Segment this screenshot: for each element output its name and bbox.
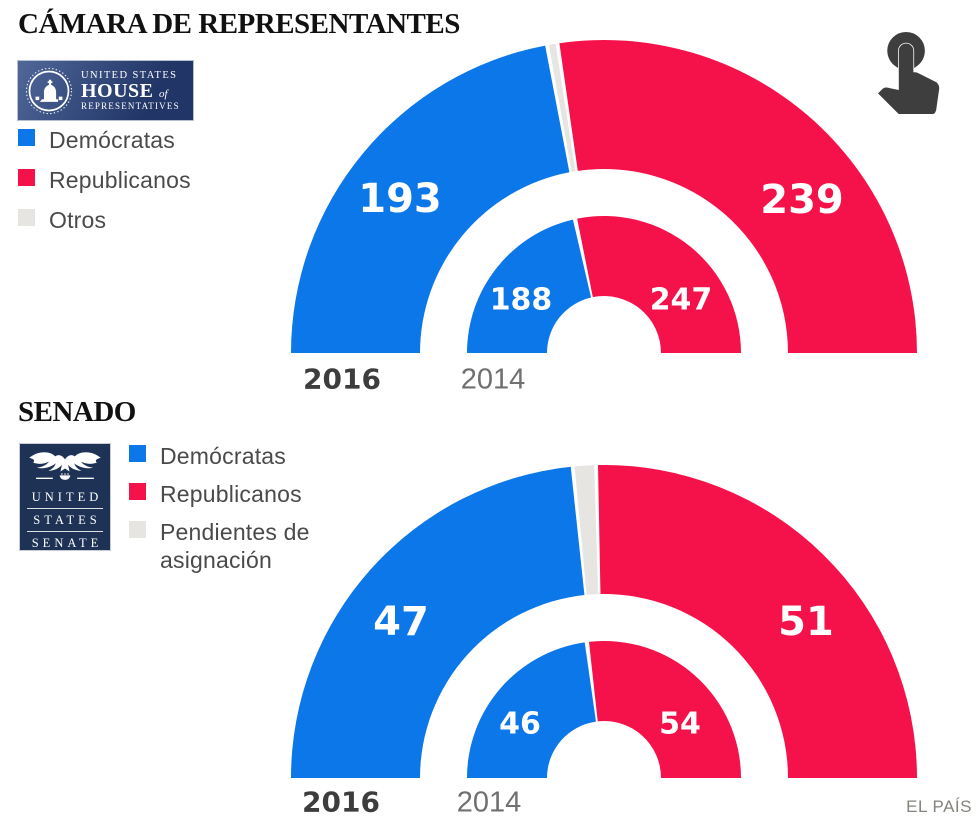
- senate-2014-democrats-count: 46: [499, 706, 541, 742]
- legend-item-republicans: Republicanos: [129, 480, 338, 508]
- capitol-dome-icon: [25, 67, 73, 114]
- house-of-representatives-logo: UNITED STATES HOUSE of REPRESENTATIVES: [17, 60, 194, 121]
- senate-year-2016-label: 2016: [302, 785, 380, 819]
- senate-2014-democrats-arc[interactable]: [467, 642, 596, 778]
- house-2014-republicans-arc[interactable]: [577, 216, 741, 353]
- senate-chart: [291, 465, 917, 778]
- house-year-2014-label: 2014: [460, 363, 526, 396]
- legend-item-democrats: Demócratas: [129, 442, 338, 470]
- democrats-swatch: [18, 129, 35, 146]
- democrats-swatch: [129, 445, 146, 462]
- senate-2016-democrats-count: 47: [373, 599, 429, 645]
- republicans-swatch: [129, 483, 146, 500]
- house-2016-republicans-count: 239: [760, 177, 844, 223]
- senate-legend: Demócratas Republicanos Pendientes de as…: [129, 442, 338, 584]
- legend-label-republicans: Republicanos: [49, 167, 191, 193]
- senate-2016-others-arc[interactable]: [574, 465, 599, 595]
- house-2014-democrats-count: 188: [489, 282, 553, 318]
- legend-label-democrats: Demócratas: [49, 127, 175, 153]
- house-logo-text: UNITED STATES HOUSE of REPRESENTATIVES: [81, 70, 180, 111]
- house-2016-democrats-count: 193: [358, 176, 442, 222]
- house-2016-others-arc[interactable]: [548, 43, 576, 172]
- senate-logo-word-united: UNITED: [31, 489, 103, 504]
- legend-item-democrats: Demócratas: [18, 126, 191, 154]
- eagle-icon: [29, 452, 101, 480]
- house-year-2016-label: 2016: [303, 362, 381, 396]
- legend-item-republicans: Republicanos: [18, 166, 191, 194]
- others-swatch: [18, 209, 35, 226]
- senate-2014-republicans-count: 54: [659, 706, 701, 742]
- tap-gesture-icon: [862, 22, 954, 116]
- legend-item-pending: Pendientes de asignación: [129, 518, 338, 574]
- house-logo-word-of: of: [159, 87, 168, 100]
- house-section-title: CÁMARA DE REPRESENTANTES: [18, 8, 460, 40]
- senate-year-2014-label: 2014: [456, 786, 522, 819]
- house-logo-word-house: HOUSE: [81, 79, 154, 102]
- republicans-swatch: [18, 169, 35, 186]
- legend-label-others: Otros: [49, 207, 107, 233]
- senate-logo: UNITED STATES SENATE: [19, 443, 111, 551]
- house-logo-main-line: HOUSE of: [81, 79, 180, 102]
- house-2014-democrats-arc[interactable]: [467, 219, 592, 353]
- legend-item-others: Otros: [18, 206, 191, 234]
- senate-2014-republicans-arc[interactable]: [588, 641, 741, 778]
- senate-logo-word-states: STATES: [27, 508, 103, 531]
- legend-label-republicans: Republicanos: [160, 481, 302, 507]
- house-2016-democrats-arc[interactable]: [291, 45, 570, 353]
- senate-logo-word-senate: SENATE: [27, 531, 103, 554]
- senate-2016-republicans-arc[interactable]: [597, 465, 917, 778]
- pending-swatch: [129, 521, 146, 538]
- senate-logo-text: UNITED STATES SENATE: [27, 486, 103, 554]
- house-logo-bottom-line: REPRESENTATIVES: [81, 100, 180, 111]
- senate-section-title: SENADO: [18, 396, 136, 428]
- house-2016-republicans-arc[interactable]: [559, 40, 917, 353]
- house-chart: [291, 40, 917, 353]
- senate-2016-democrats-arc[interactable]: [291, 466, 585, 778]
- legend-label-democrats: Demócratas: [160, 443, 286, 469]
- tap-hand-icon: [878, 31, 940, 116]
- publisher-brand: EL PAÍS: [906, 797, 972, 816]
- house-2014-republicans-count: 247: [649, 282, 713, 318]
- house-legend: Demócratas Republicanos Otros: [18, 126, 191, 246]
- legend-label-pending: Pendientes de asignación: [160, 519, 310, 573]
- senate-2016-republicans-count: 51: [778, 599, 834, 645]
- house-logo-top-line: UNITED STATES: [81, 69, 178, 81]
